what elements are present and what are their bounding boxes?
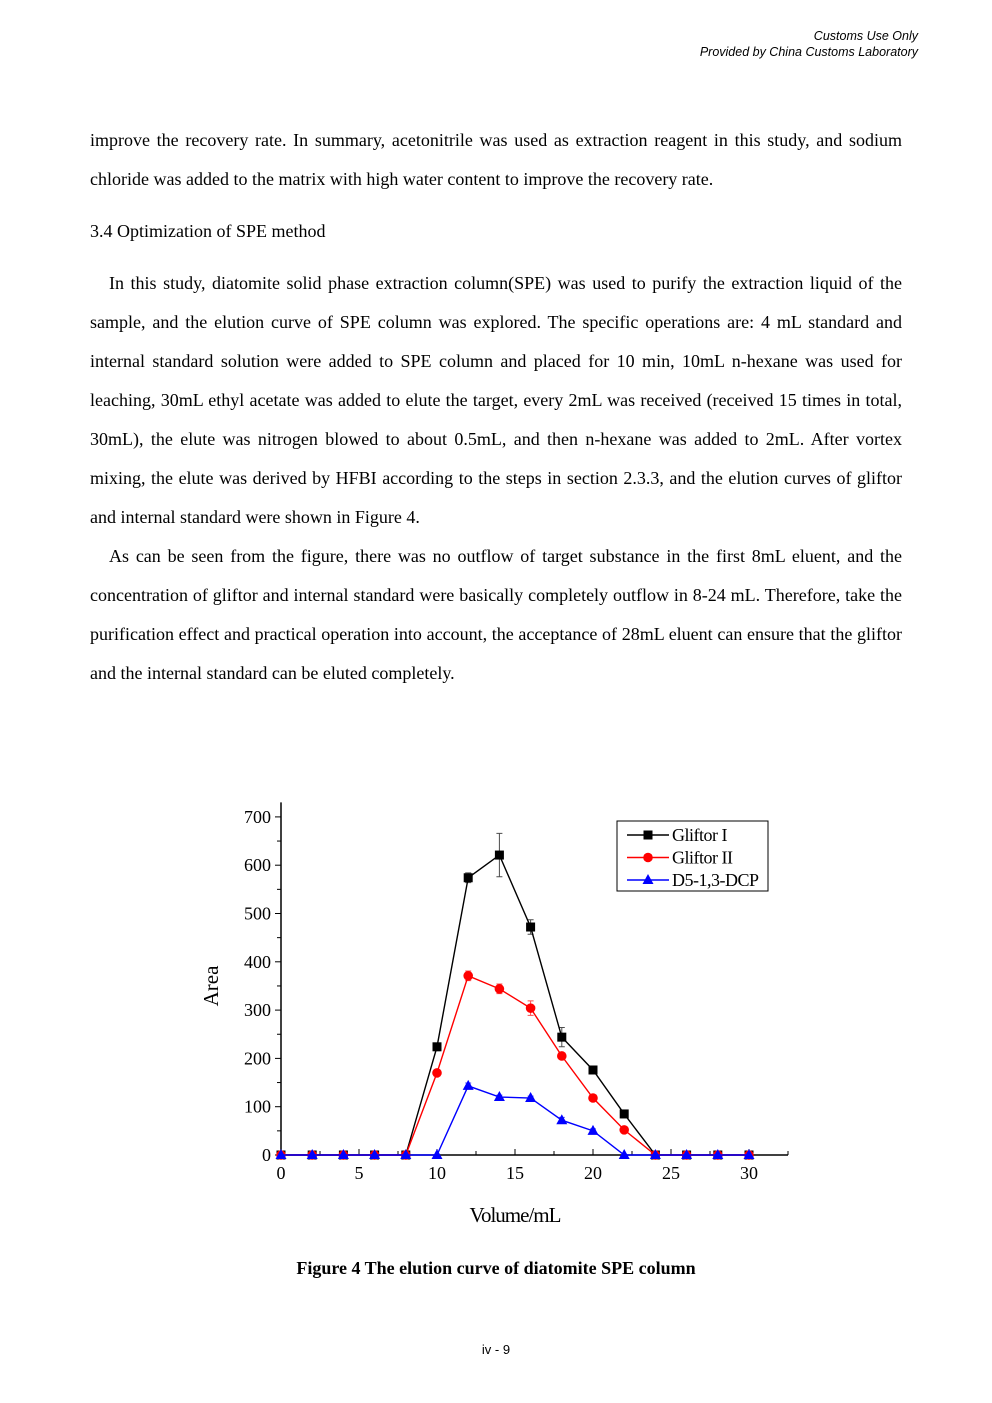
data-point bbox=[649, 1149, 661, 1159]
data-point bbox=[275, 1149, 287, 1159]
section-heading: 3.4 Optimization of SPE method bbox=[90, 221, 326, 241]
data-point bbox=[743, 1149, 755, 1159]
data-point bbox=[432, 1042, 442, 1052]
header-line-2: Provided by China Customs Laboratory bbox=[699, 45, 918, 59]
data-point bbox=[588, 1065, 598, 1075]
x-tick-label: 15 bbox=[506, 1163, 524, 1183]
x-tick-label: 0 bbox=[277, 1163, 286, 1183]
y-tick-label: 700 bbox=[244, 807, 271, 827]
y-axis-label: Area bbox=[199, 965, 223, 1006]
data-point bbox=[431, 1149, 443, 1159]
x-axis-label: Volume/mL bbox=[470, 1203, 561, 1227]
data-point bbox=[462, 1079, 474, 1090]
data-point bbox=[525, 1003, 536, 1013]
data-point bbox=[588, 1093, 598, 1103]
series-line-0 bbox=[281, 853, 749, 1156]
x-tick-label: 10 bbox=[428, 1163, 446, 1183]
x-tick-label: 5 bbox=[355, 1163, 364, 1183]
y-tick-label: 600 bbox=[244, 855, 271, 875]
paragraph: As can be seen from the figure, there wa… bbox=[90, 546, 902, 683]
series-line-2 bbox=[281, 1085, 749, 1156]
elution-chart: 0 5 10 15 20 25 300100200300400500600700Volume… bbox=[199, 802, 789, 1227]
y-tick-label: 400 bbox=[244, 952, 271, 972]
legend-marker bbox=[643, 852, 653, 863]
y-tick-label: 200 bbox=[244, 1048, 271, 1068]
body-text: improve the recovery rate. In summary, a… bbox=[90, 121, 902, 693]
legend-marker bbox=[642, 874, 654, 884]
data-point bbox=[463, 971, 474, 981]
data-point bbox=[493, 1091, 505, 1102]
legend-label: Gliftor I bbox=[672, 825, 727, 845]
data-point bbox=[525, 1092, 537, 1103]
data-point bbox=[712, 1149, 724, 1159]
data-point bbox=[556, 1114, 568, 1125]
data-point bbox=[557, 1051, 567, 1061]
header-line-1: Customs Use Only bbox=[813, 29, 918, 43]
y-tick-label: 500 bbox=[244, 904, 271, 924]
data-point bbox=[494, 984, 505, 994]
data-point bbox=[432, 1068, 442, 1078]
y-tick-label: 300 bbox=[244, 1000, 271, 1020]
data-point bbox=[557, 1032, 567, 1042]
series-line-1 bbox=[281, 974, 749, 1156]
figure-caption: Figure 4 The elution curve of diatomite … bbox=[296, 1258, 696, 1278]
page-header: Customs Use Only Provided by China Custo… bbox=[700, 28, 918, 60]
data-point bbox=[306, 1149, 318, 1159]
legend-marker bbox=[643, 830, 653, 840]
paragraph: improve the recovery rate. In summary, a… bbox=[90, 130, 902, 189]
data-point bbox=[619, 1125, 629, 1135]
data-point bbox=[619, 1109, 629, 1119]
legend-label: Gliftor II bbox=[672, 848, 733, 868]
page-number: iv - 9 bbox=[481, 1342, 511, 1357]
data-point bbox=[618, 1149, 630, 1159]
legend-label: D5-1,3-DCP bbox=[672, 870, 759, 890]
data-point bbox=[463, 873, 473, 883]
x-tick-label: 25 bbox=[662, 1163, 680, 1183]
data-point bbox=[681, 1149, 693, 1159]
data-point bbox=[526, 922, 536, 932]
x-tick-label: 20 bbox=[584, 1163, 602, 1183]
x-tick-label: 30 bbox=[740, 1163, 758, 1183]
y-tick-label: 100 bbox=[244, 1097, 271, 1117]
data-point bbox=[494, 850, 504, 860]
data-point bbox=[337, 1149, 349, 1159]
data-point bbox=[400, 1149, 412, 1159]
y-tick-label: 0 bbox=[262, 1145, 271, 1165]
data-point bbox=[587, 1124, 599, 1135]
paragraph: In this study, diatomite solid phase ext… bbox=[90, 273, 902, 527]
data-point bbox=[369, 1149, 381, 1159]
